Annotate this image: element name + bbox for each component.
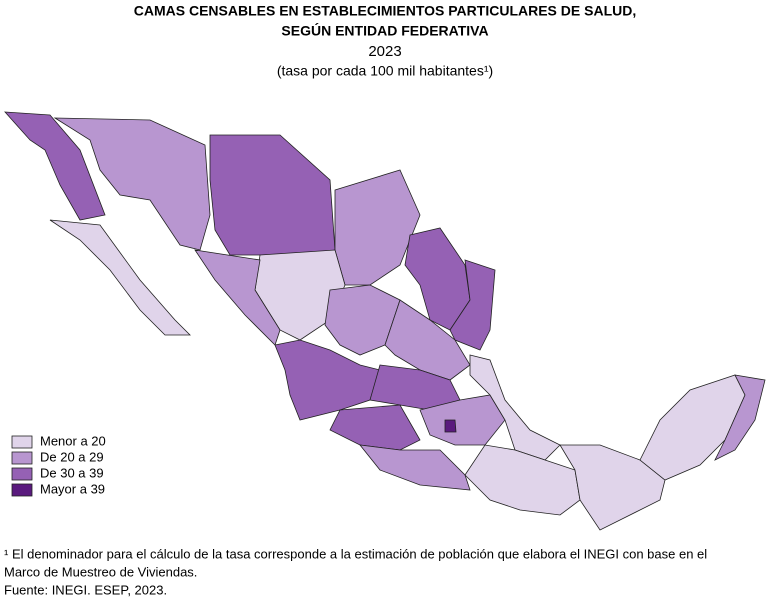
state-region	[324, 284, 401, 356]
legend-label: Menor a 20	[40, 433, 106, 448]
subtitle: (tasa por cada 100 mil habitantes¹)	[277, 63, 493, 79]
state-region	[329, 404, 421, 451]
state-region	[53, 117, 211, 251]
year: 2023	[368, 43, 401, 60]
state-region	[359, 444, 471, 491]
source: Fuente: INEGI. ESEP, 2023.	[4, 582, 167, 597]
legend-label: De 30 a 39	[40, 465, 104, 480]
state-region	[419, 394, 506, 446]
state-region	[464, 444, 581, 516]
state-region	[449, 259, 496, 351]
state-region	[714, 374, 766, 461]
legend-swatch	[11, 467, 33, 481]
map	[4, 111, 766, 531]
title: SEGÚN ENTIDAD FEDERATIVA	[281, 22, 488, 39]
title: CAMAS CENSABLES EN ESTABLECIMIENTOS PART…	[134, 3, 636, 19]
state-region	[49, 219, 191, 336]
legend-swatch	[11, 451, 33, 465]
state-region	[639, 374, 746, 481]
footnote: ¹ El denominador para el cálculo de la t…	[4, 546, 707, 561]
state-region	[194, 249, 281, 346]
state-region	[559, 444, 666, 531]
footnote: Marco de Muestreo de Viviendas.	[4, 564, 197, 579]
legend-label: De 20 a 29	[40, 449, 104, 464]
state-region	[444, 419, 457, 433]
legend-label: Mayor a 39	[40, 481, 105, 496]
legend-swatch	[11, 483, 33, 497]
state-region	[4, 111, 106, 221]
state-region	[209, 134, 336, 261]
legend-swatch	[11, 435, 33, 449]
